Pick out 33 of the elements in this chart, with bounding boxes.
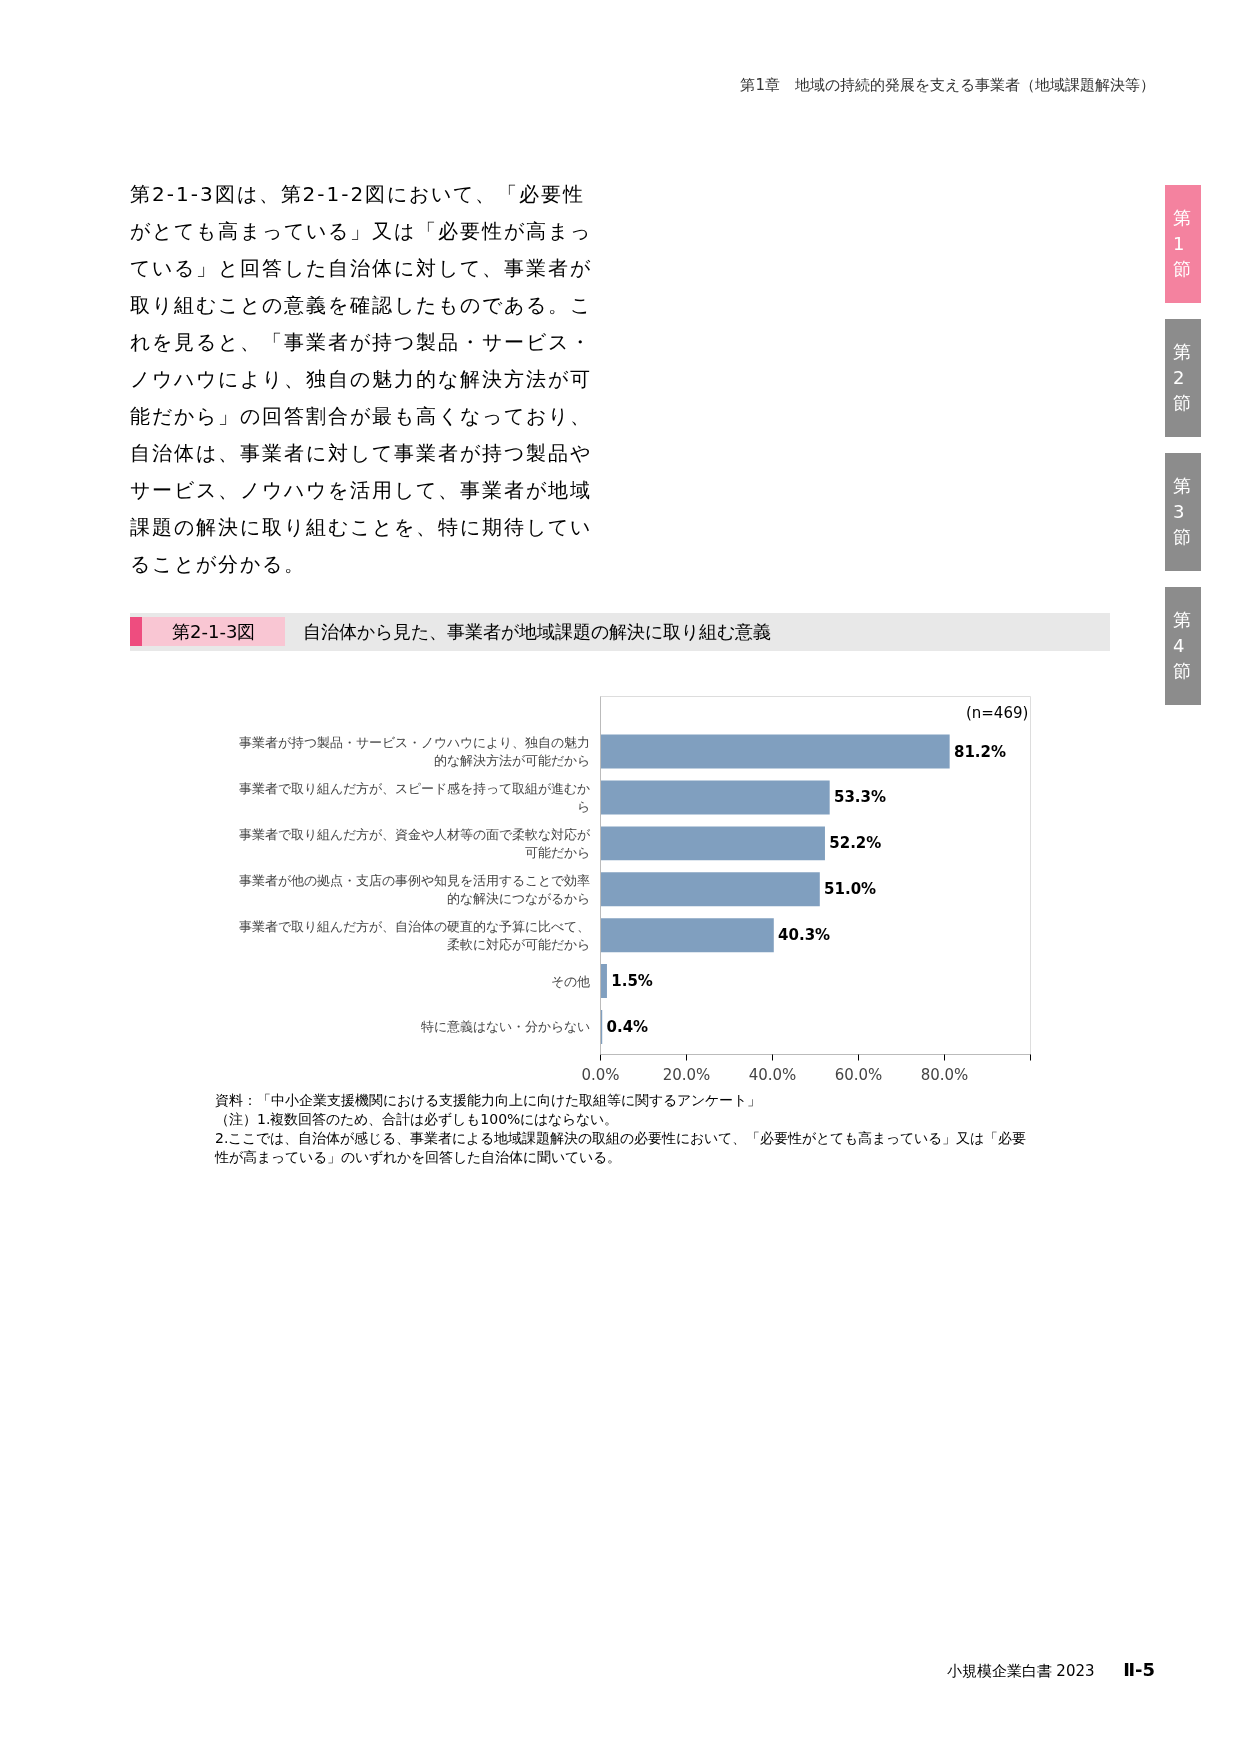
text: 第2-1-3図は、第2-1-2図において、「必要性がとても高まっている」又は「必要性が高まっている」と回答した自治体に対して、事業者が取り組むことの意義を確認したものである。これを見ると、「事業者が持つ製品・サービス・ノウハウにより、独自の魅力的な解決方法が可能だから」の回答割合が最も高くなっており、自治体は、事業者に対して事業者が持つ製品やサービス、ノウハウを活用して、事業者が地域課題の解決に取り組むことを、特に期待していることが分かる。 (130, 182, 592, 577)
data-label: 81.2% (953, 742, 1007, 761)
x-tick-label: 60.0% (834, 1065, 883, 1084)
y-tick-label: 特に意義はない・分からない (420, 1019, 590, 1035)
x-tick-label: 0.0% (581, 1065, 620, 1084)
data-label: 0.4% (606, 1018, 649, 1037)
y-tick-label: 事業者で取り組んだ方が、スピード感を持って取組が進むから (238, 781, 590, 815)
text: Ⅱ-5 (1123, 1659, 1155, 1681)
text: 第2-1-3図 (130, 617, 286, 647)
text: （注）1.複数回答のため、合計は必ずしも100%にはならない。 (215, 1111, 619, 1128)
x-tick-label: 80.0% (920, 1065, 969, 1084)
text: 第1節 (1173, 206, 1192, 282)
chart-title: 自治体から見た、事業者が地域課題の解決に取り組む意義 (302, 621, 772, 643)
y-tick-label: 事業者が持つ製品・サービス・ノウハウにより、独自の魅力的な解決方法が可能だから (238, 735, 590, 769)
data-label: 51.0% (824, 880, 877, 899)
y-tick-label: 事業者で取り組んだ方が、自治体の硬直的な予算に比べて、柔軟に対応が可能だから (238, 918, 590, 952)
data-label: 40.3% (778, 926, 831, 945)
x-tick-label: 20.0% (662, 1065, 711, 1084)
text: 第3節 (1173, 474, 1192, 550)
y-tick-label: 事業者が他の拠点・支店の事例や知見を活用することで効率的な解決につながるから (238, 872, 590, 906)
x-tick-label: 40.0% (748, 1065, 797, 1084)
text: 第2節 (1173, 340, 1192, 416)
data-label: 53.3% (833, 788, 887, 807)
data-label: 1.5% (611, 972, 653, 991)
text: 小規模企業白書 2023 (946, 1662, 1095, 1681)
y-tick-label: その他 (550, 973, 590, 989)
text: 第4節 (1173, 608, 1192, 684)
data-label: 52.2% (829, 834, 882, 853)
text: 2.ここでは、自治体が感じる、事業者による地域課題解決の取組の必要性において、「必要性がとても高まっている」又は「必要性が高まっている」のいずれかを回答した自治体に聞いている。 (215, 1130, 1027, 1166)
y-tick-label: 事業者で取り組んだ方が、資金や人材等の面で柔軟な対応が可能だから (238, 827, 591, 860)
text: 資料：「中小企業支援機関における支援能力向上に向けた取組等に関するアンケート」 (215, 1092, 761, 1109)
text: 第1章 地域の持続的発展を支える事業者（地域課題解決等） (740, 75, 1155, 96)
annotation: (n=469) (965, 703, 1029, 722)
